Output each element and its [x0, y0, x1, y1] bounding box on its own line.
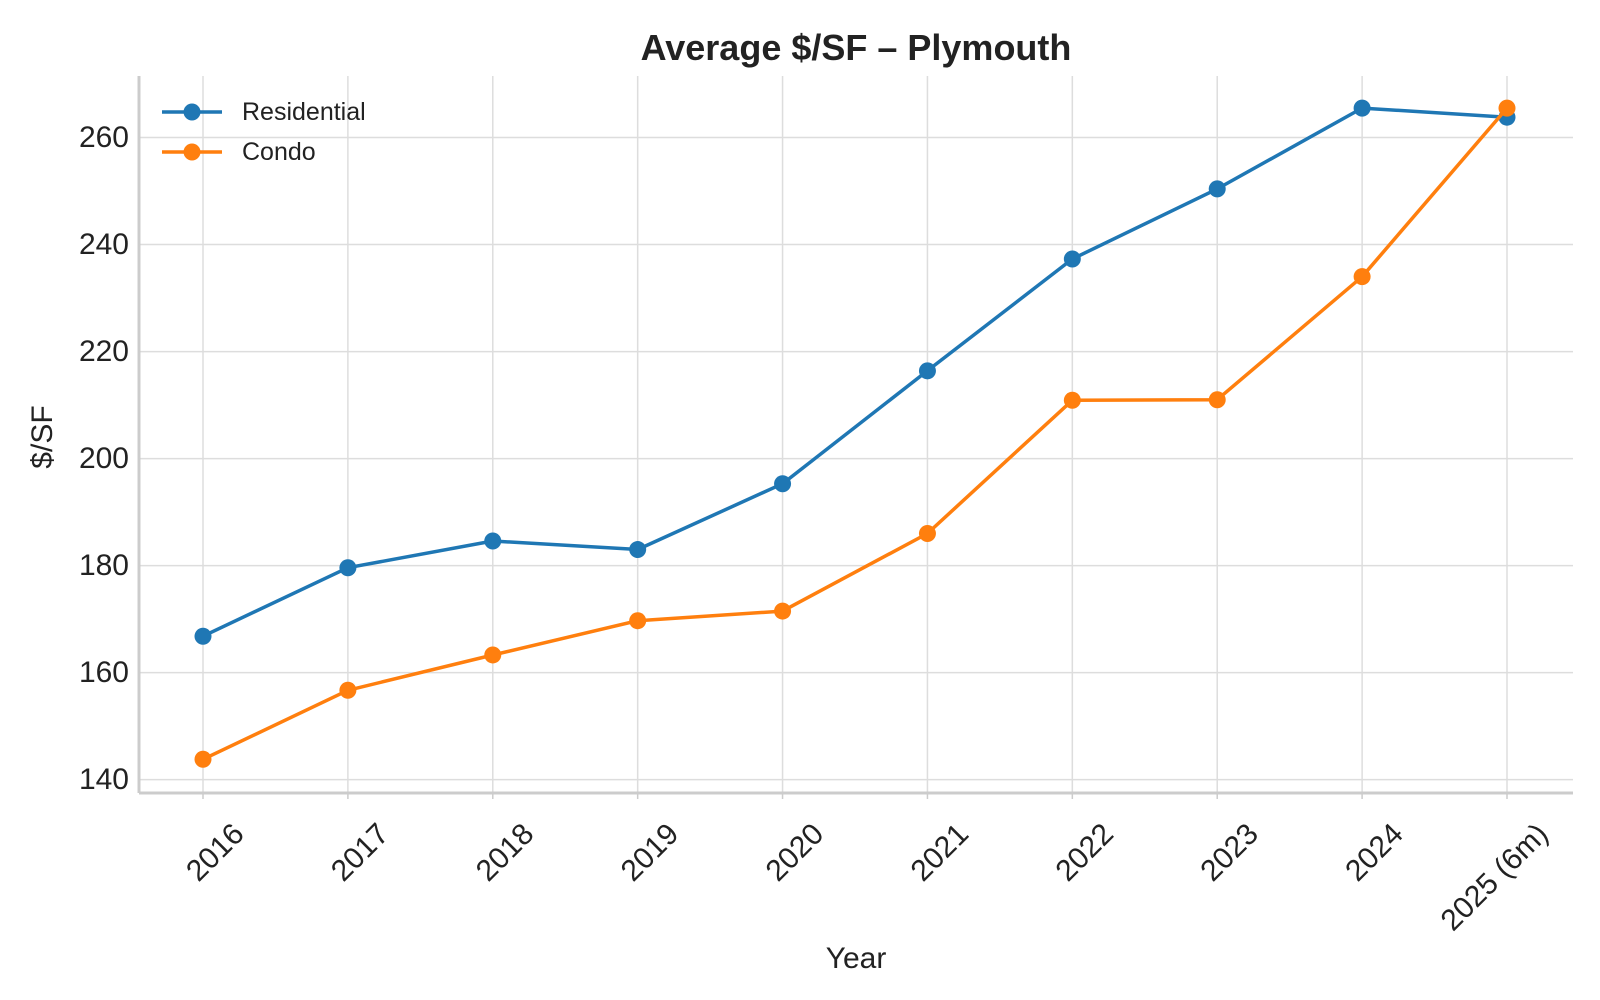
axes-spines: [137, 76, 1573, 795]
x-tick-label: 2018: [470, 817, 541, 888]
series-line-residential: [202, 106, 1508, 638]
x-tick-label: 2019: [615, 817, 686, 888]
legend: Residential Condo: [162, 98, 366, 166]
x-tick-label: 2021: [905, 817, 976, 888]
legend-item-residential: Residential: [162, 98, 366, 126]
y-tick-label: 140: [79, 763, 129, 796]
legend-marker: [183, 143, 201, 161]
legend-item-condo: Condo: [162, 138, 316, 166]
chart-title: Average $/SF – Plymouth: [641, 27, 1072, 68]
data-point-residential: [339, 559, 357, 577]
series-condo: [194, 99, 1516, 768]
series-residential: [194, 99, 1516, 645]
legend-marker: [183, 103, 201, 121]
series-lines: [194, 99, 1516, 768]
data-point-residential: [1353, 99, 1371, 117]
y-tick-label: 180: [79, 549, 129, 582]
y-tick-label: 240: [79, 228, 129, 261]
data-point-residential: [194, 627, 212, 645]
x-axis-label: Year: [826, 942, 887, 975]
x-tick-label: 2016: [180, 817, 251, 888]
y-tick-label: 220: [79, 335, 129, 368]
x-tick-label: 2023: [1194, 817, 1265, 888]
grid: [139, 76, 1573, 793]
x-tick-label: 2024: [1339, 817, 1410, 888]
data-point-condo: [918, 524, 936, 542]
x-tick-label: 2020: [760, 817, 831, 888]
x-tick-label: 2025 (6m): [1435, 817, 1555, 937]
data-point-residential: [629, 541, 647, 559]
data-point-condo: [339, 681, 357, 699]
data-point-condo: [1063, 391, 1081, 409]
series-line-condo: [202, 106, 1509, 761]
y-tick-label: 200: [79, 442, 129, 475]
data-point-residential: [484, 532, 502, 550]
data-point-condo: [1498, 99, 1516, 117]
y-tick-label: 260: [79, 121, 129, 154]
axis-ticks: 2016 2017 2018 2019 2020 2021 2022 2023 2024 2025…: [79, 121, 1555, 937]
data-point-condo: [629, 612, 647, 630]
x-tick-label: 2017: [325, 817, 396, 888]
data-point-residential: [918, 362, 936, 380]
data-point-residential: [1063, 250, 1081, 268]
x-tick-label: 2022: [1049, 817, 1120, 888]
data-point-condo: [774, 602, 792, 620]
data-point-condo: [484, 646, 502, 664]
legend-label: Condo: [242, 138, 316, 166]
y-axis-label: $/SF: [26, 405, 59, 468]
y-tick-label: 160: [79, 656, 129, 689]
data-point-residential: [1208, 180, 1226, 198]
data-point-condo: [194, 750, 212, 768]
legend-label: Residential: [242, 98, 366, 126]
data-point-condo: [1208, 391, 1226, 409]
data-point-condo: [1353, 268, 1371, 286]
data-point-residential: [774, 475, 792, 493]
